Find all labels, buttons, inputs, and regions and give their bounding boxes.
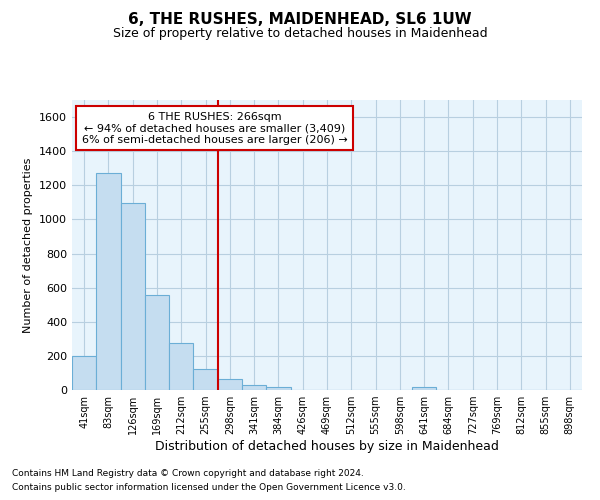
X-axis label: Distribution of detached houses by size in Maidenhead: Distribution of detached houses by size … — [155, 440, 499, 453]
Text: 6, THE RUSHES, MAIDENHEAD, SL6 1UW: 6, THE RUSHES, MAIDENHEAD, SL6 1UW — [128, 12, 472, 28]
Y-axis label: Number of detached properties: Number of detached properties — [23, 158, 34, 332]
Bar — [266, 386, 290, 390]
Text: Size of property relative to detached houses in Maidenhead: Size of property relative to detached ho… — [113, 28, 487, 40]
Bar — [96, 174, 121, 390]
Bar — [121, 203, 145, 390]
Text: Contains public sector information licensed under the Open Government Licence v3: Contains public sector information licen… — [12, 484, 406, 492]
Bar — [412, 386, 436, 390]
Text: Contains HM Land Registry data © Crown copyright and database right 2024.: Contains HM Land Registry data © Crown c… — [12, 468, 364, 477]
Bar — [145, 296, 169, 390]
Bar — [193, 368, 218, 390]
Bar — [169, 343, 193, 390]
Text: 6 THE RUSHES: 266sqm
← 94% of detached houses are smaller (3,409)
6% of semi-det: 6 THE RUSHES: 266sqm ← 94% of detached h… — [82, 112, 347, 145]
Bar — [242, 385, 266, 390]
Bar — [72, 356, 96, 390]
Bar — [218, 379, 242, 390]
